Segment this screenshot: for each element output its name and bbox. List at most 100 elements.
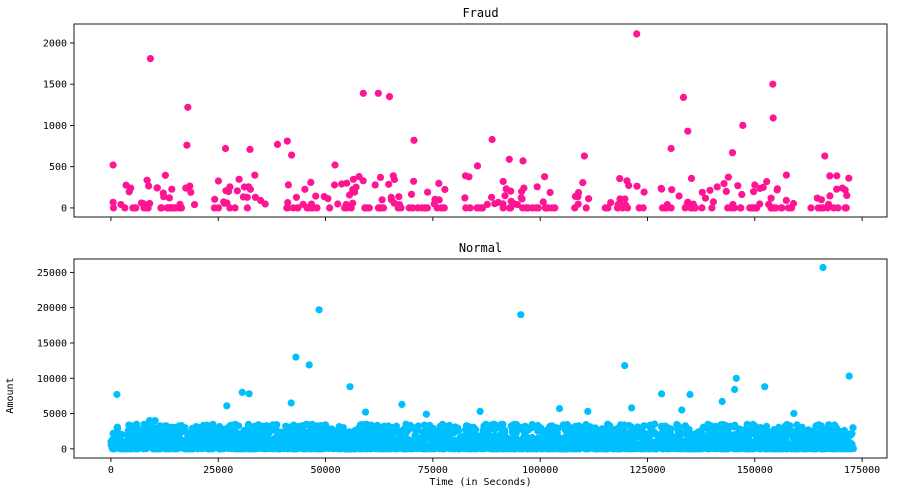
x-tick-label: 25000 <box>203 465 233 476</box>
data-point <box>251 193 259 201</box>
data-point <box>109 429 117 437</box>
data-point <box>340 437 348 445</box>
data-point <box>610 445 619 453</box>
data-point <box>379 432 387 440</box>
data-point <box>374 204 382 212</box>
data-point <box>750 188 758 196</box>
data-point <box>730 422 738 431</box>
data-point <box>186 182 194 190</box>
data-point <box>452 444 461 452</box>
data-point <box>467 436 475 444</box>
data-point <box>145 417 154 425</box>
data-point <box>818 444 826 452</box>
data-point <box>265 423 273 431</box>
data-point <box>708 204 716 212</box>
data-point <box>545 445 553 453</box>
fraud-points <box>109 30 853 212</box>
data-point <box>212 444 220 452</box>
data-point <box>335 444 343 452</box>
data-point <box>243 204 251 212</box>
data-point <box>132 204 140 212</box>
y-tick-label: 10000 <box>37 374 67 385</box>
normal-chart-title: Normal <box>459 241 502 255</box>
data-point <box>684 198 692 206</box>
data-point <box>720 180 728 188</box>
data-point <box>377 425 385 433</box>
data-point <box>584 407 592 415</box>
data-point <box>152 436 160 444</box>
data-point <box>811 429 819 437</box>
data-point <box>749 204 757 212</box>
data-point <box>555 405 564 413</box>
data-point <box>769 204 778 212</box>
data-point <box>323 426 331 434</box>
data-point <box>817 437 826 445</box>
data-point <box>686 390 694 399</box>
data-point <box>195 442 203 450</box>
data-point <box>140 420 148 428</box>
data-point <box>793 421 801 429</box>
data-point <box>118 438 126 446</box>
data-point <box>397 204 405 212</box>
data-point <box>240 426 248 434</box>
fraud-x-axis <box>110 217 863 221</box>
data-point <box>751 181 759 189</box>
data-point <box>114 444 122 452</box>
data-point <box>167 423 176 431</box>
data-point <box>246 185 254 193</box>
data-point <box>161 422 169 430</box>
data-point <box>121 204 129 212</box>
data-point <box>724 204 732 212</box>
data-point <box>187 188 195 196</box>
data-point <box>284 204 292 212</box>
y-tick-label: 20000 <box>37 303 67 314</box>
data-point <box>216 422 224 431</box>
data-point <box>232 428 240 436</box>
data-point <box>840 426 849 435</box>
normal-panel: Normal 0 25000 50000 75000 100000 125000 15000… <box>5 241 888 488</box>
data-point <box>292 353 300 361</box>
data-point <box>238 388 246 396</box>
data-point <box>675 192 683 200</box>
data-point <box>307 178 315 186</box>
data-point <box>226 438 234 446</box>
data-point <box>713 438 721 446</box>
data-point <box>287 399 295 407</box>
data-point <box>460 433 468 441</box>
data-point <box>610 439 618 447</box>
data-point <box>179 427 188 436</box>
data-point <box>849 424 857 432</box>
data-point <box>330 181 339 189</box>
data-point <box>499 177 507 186</box>
data-point <box>137 199 145 207</box>
data-point <box>223 199 231 207</box>
data-point <box>160 435 168 443</box>
data-point <box>846 440 854 448</box>
data-point <box>419 428 427 436</box>
data-point <box>571 433 579 441</box>
data-point <box>159 189 167 197</box>
data-point <box>528 420 536 429</box>
data-point <box>802 445 811 453</box>
data-point <box>582 204 590 212</box>
data-point <box>330 435 338 443</box>
x-axis-label: Time (in Seconds) <box>429 477 531 488</box>
data-point <box>621 195 629 203</box>
data-point <box>440 204 448 212</box>
data-point <box>361 432 369 441</box>
data-point <box>838 184 847 192</box>
data-point <box>845 174 853 182</box>
normal-points <box>107 263 858 453</box>
data-point <box>305 421 313 429</box>
x-tick-label: 0 <box>108 465 114 476</box>
data-point <box>243 193 251 201</box>
data-point <box>756 200 764 208</box>
data-point <box>541 173 549 181</box>
data-point <box>839 445 847 453</box>
data-point <box>491 200 499 208</box>
data-point <box>444 424 452 432</box>
fraud-panel: Fraud 0 500 1000 1500 2000 <box>43 6 888 221</box>
data-point <box>747 439 756 447</box>
data-point <box>574 200 582 208</box>
data-point <box>548 204 556 212</box>
